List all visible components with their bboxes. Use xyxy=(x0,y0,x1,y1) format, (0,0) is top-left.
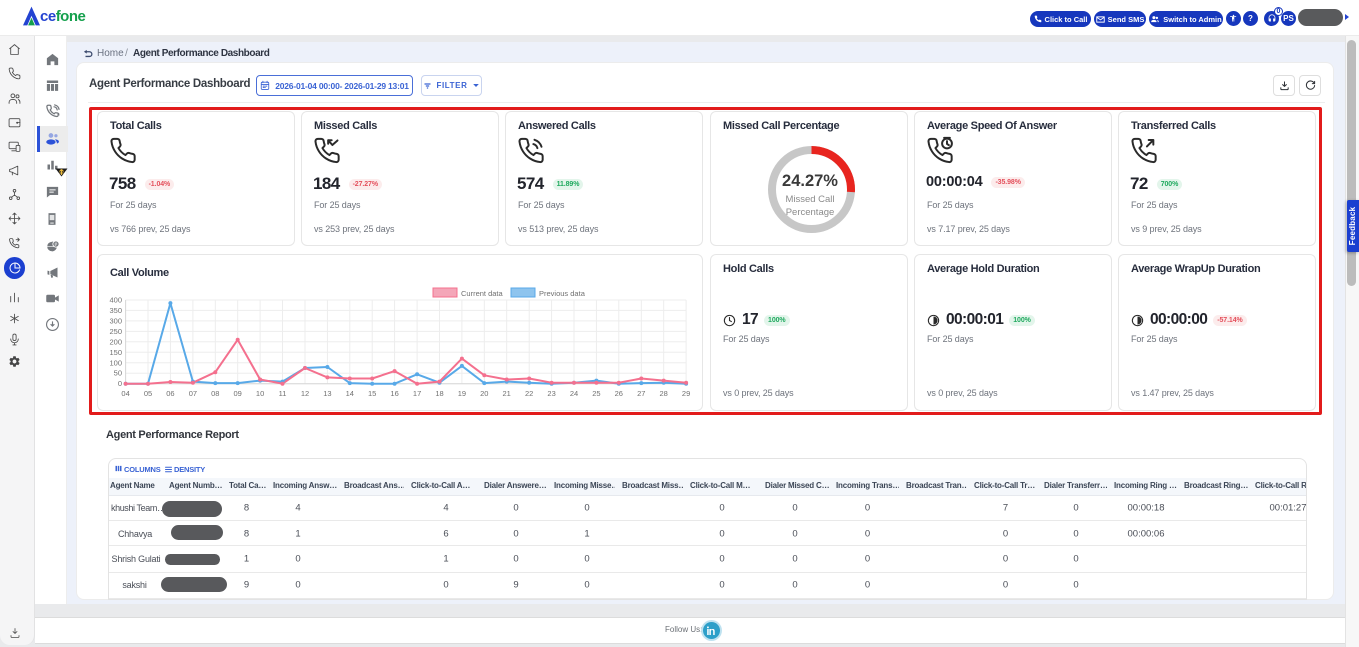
svg-text:21: 21 xyxy=(503,389,511,398)
svg-text:Current data: Current data xyxy=(461,289,504,298)
svg-text:29: 29 xyxy=(682,389,690,398)
svg-text:50: 50 xyxy=(114,369,122,378)
svg-text:27: 27 xyxy=(637,389,645,398)
svg-text:20: 20 xyxy=(480,389,488,398)
svg-text:0: 0 xyxy=(118,379,122,388)
svg-text:08: 08 xyxy=(211,389,219,398)
svg-text:04: 04 xyxy=(121,389,129,398)
svg-text:09: 09 xyxy=(234,389,242,398)
svg-text:28: 28 xyxy=(660,389,668,398)
svg-text:23: 23 xyxy=(547,389,555,398)
svg-text:25: 25 xyxy=(592,389,600,398)
svg-text:10: 10 xyxy=(256,389,264,398)
svg-text:350: 350 xyxy=(109,306,122,315)
svg-text:06: 06 xyxy=(166,389,174,398)
svg-text:05: 05 xyxy=(144,389,152,398)
svg-text:15: 15 xyxy=(368,389,376,398)
svg-text:11: 11 xyxy=(279,389,287,398)
svg-text:14: 14 xyxy=(346,389,354,398)
svg-text:300: 300 xyxy=(109,316,122,325)
svg-text:150: 150 xyxy=(109,348,122,357)
svg-text:13: 13 xyxy=(323,389,331,398)
svg-text:24: 24 xyxy=(570,389,578,398)
svg-text:200: 200 xyxy=(109,337,122,346)
svg-text:19: 19 xyxy=(458,389,466,398)
svg-text:400: 400 xyxy=(109,296,122,305)
svg-text:12: 12 xyxy=(301,389,309,398)
svg-text:250: 250 xyxy=(109,327,122,336)
svg-text:07: 07 xyxy=(189,389,197,398)
svg-text:26: 26 xyxy=(615,389,623,398)
svg-text:17: 17 xyxy=(413,389,421,398)
svg-text:22: 22 xyxy=(525,389,533,398)
svg-text:100: 100 xyxy=(109,358,122,367)
svg-text:Previous data: Previous data xyxy=(539,289,586,298)
svg-text:16: 16 xyxy=(390,389,398,398)
svg-text:18: 18 xyxy=(435,389,443,398)
